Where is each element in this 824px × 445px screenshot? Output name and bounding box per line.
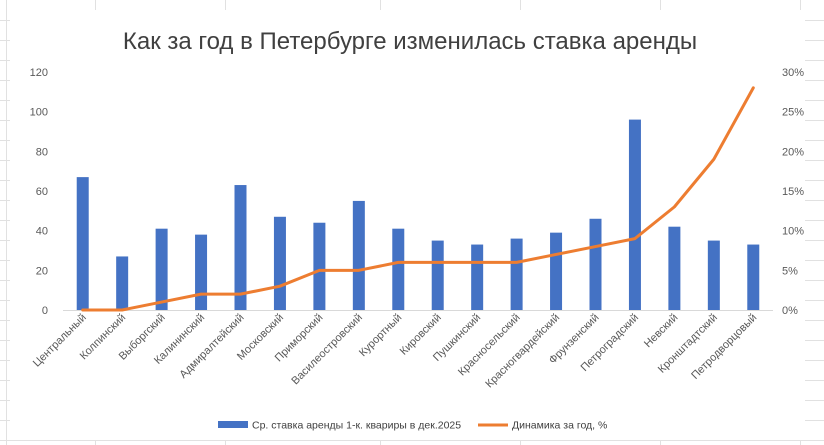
right-axis-tick-label: 0% (782, 305, 798, 317)
bar-Петроградский (628, 119, 641, 310)
chart-title: Как за год в Петербурге изменилась ставк… (123, 28, 697, 55)
left-axis-tick-label: 60 (36, 186, 48, 198)
chart-svg: Как за год в Петербурге изменилась ставк… (30, 28, 805, 432)
line-point-Петроградский (633, 237, 637, 240)
line-point-Выборгский (160, 300, 163, 304)
line-point-Приморский (318, 269, 321, 272)
x-axis-labels: ЦентральныйКолпинскийВыборгскийКалининск… (31, 312, 759, 391)
line-path (81, 86, 755, 312)
left-axis-tick-label: 120 (30, 67, 48, 79)
legend: Ср. ставка аренды 1-к. квариры в дек.202… (218, 420, 607, 432)
line-series (81, 86, 755, 312)
bar-Курортный (392, 228, 405, 310)
line-point-Калининский (199, 292, 203, 296)
right-axis-tick-label: 20% (782, 146, 804, 158)
bar-Василеостровский (352, 200, 365, 310)
line-point-Петродворцовый (752, 86, 755, 90)
x-tick-label: Невский (642, 312, 680, 350)
right-axis-tick-label: 15% (782, 186, 804, 198)
x-tick-label: Курортный (357, 312, 404, 359)
left-axis-tick-label: 0 (42, 305, 48, 317)
chart-area[interactable]: Как за год в Петербурге изменилась ставк… (10, 10, 805, 440)
bar-Красносельский (510, 238, 523, 310)
line-point-Адмиралтейский (239, 292, 242, 296)
line-point-Колпинский (120, 308, 124, 312)
bar-Московский (273, 216, 286, 310)
x-tick-label: Центральный (31, 312, 89, 370)
line-point-Красносельский (515, 261, 518, 264)
left-axis-tick-label: 80 (36, 146, 48, 158)
right-axis-tick-label: 5% (782, 265, 798, 277)
left-axis: 0 20 40 60 80 100 120 (30, 67, 48, 317)
line-point-Невский (673, 205, 676, 209)
bar-Фрунзенский (589, 218, 602, 310)
x-tick-label: Василеостровский (289, 312, 365, 388)
left-axis-tick-label: 40 (36, 226, 48, 238)
bar-Пушкинский (471, 244, 484, 310)
line-point-Фрунзенский (594, 245, 597, 248)
line-point-Центральный (81, 308, 84, 312)
line-point-Пушкинский (475, 261, 479, 264)
bar-Калининский (195, 234, 208, 310)
bar-Колпинский (116, 256, 129, 310)
bar-series (76, 119, 760, 310)
bar-Красногвардейский (550, 232, 563, 310)
right-axis: 0% 5% 10% 15% 20% 25% 30% (782, 67, 804, 317)
bar-Кронштадтский (707, 240, 720, 310)
right-axis-tick-label: 30% (782, 67, 804, 79)
bar-Петродворцовый (747, 244, 760, 310)
bar-Кировский (431, 240, 444, 310)
line-point-Курортный (397, 261, 400, 264)
right-axis-tick-label: 10% (782, 226, 804, 238)
legend-bar-label: Ср. ставка аренды 1-к. квариры в дек.202… (252, 420, 461, 432)
line-point-Кронштадтский (712, 158, 716, 161)
right-axis-tick-label: 25% (782, 107, 804, 119)
bar-Центральный (76, 177, 89, 310)
line-point-Кировский (436, 261, 439, 264)
left-axis-tick-label: 100 (30, 107, 48, 119)
line-point-Московский (278, 285, 282, 288)
bar-Невский (668, 226, 681, 310)
bar-Адмиралтейский (234, 185, 247, 310)
bar-Приморский (313, 222, 326, 310)
legend-line-label: Динамика за год, % (512, 420, 607, 432)
bar-Выборгский (155, 228, 168, 310)
line-point-Красногвардейский (554, 253, 558, 256)
legend-bar-swatch (218, 421, 248, 428)
left-axis-tick-label: 20 (36, 265, 48, 277)
x-tick-label: Красногвардейский (483, 312, 562, 391)
line-point-Василеостровский (357, 269, 361, 272)
